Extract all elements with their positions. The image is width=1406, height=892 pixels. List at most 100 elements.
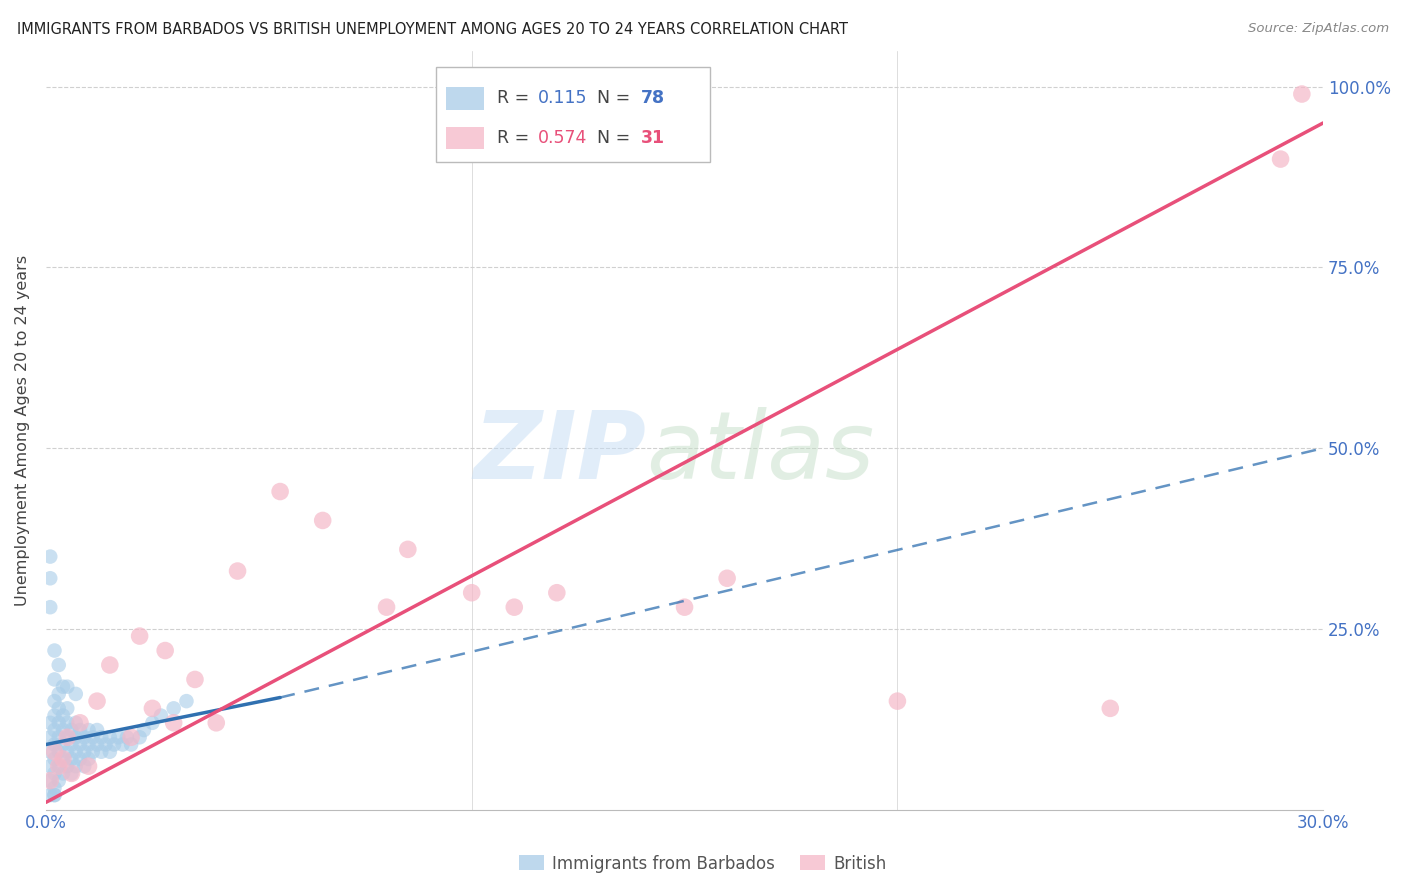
Point [56, 701, 79, 715]
Point [60, 723, 83, 737]
Point [149, 708, 172, 723]
Point [73, 759, 96, 773]
Point [48, 731, 70, 745]
Point [44, 788, 66, 802]
Point [396, 542, 419, 557]
Point [52, 738, 75, 752]
Point [39, 773, 62, 788]
FancyBboxPatch shape [446, 127, 484, 149]
Point [69, 752, 91, 766]
Point [56, 715, 79, 730]
Point [44, 673, 66, 687]
Point [141, 701, 163, 715]
Point [48, 658, 70, 673]
Point [103, 738, 125, 752]
Text: R =: R = [496, 89, 534, 108]
Point [120, 738, 142, 752]
Point [77, 738, 100, 752]
Point [52, 680, 75, 694]
Point [120, 731, 142, 745]
Text: 78: 78 [641, 89, 665, 108]
Point [312, 513, 335, 527]
Point [44, 694, 66, 708]
Point [65, 715, 87, 730]
Point [44, 788, 66, 802]
Point [90, 745, 112, 759]
Point [56, 680, 79, 694]
Point [98, 745, 121, 759]
Point [44, 708, 66, 723]
Point [73, 745, 96, 759]
Point [39, 731, 62, 745]
Point [1291, 87, 1313, 101]
Point [39, 773, 62, 788]
Point [107, 731, 129, 745]
Point [48, 701, 70, 715]
Point [82, 731, 104, 745]
Text: 0.115: 0.115 [537, 89, 588, 108]
Point [52, 752, 75, 766]
Point [98, 731, 121, 745]
Point [503, 600, 526, 615]
Point [56, 731, 79, 745]
Point [60, 738, 83, 752]
Point [69, 715, 91, 730]
Point [65, 687, 87, 701]
Point [44, 643, 66, 657]
Point [56, 745, 79, 759]
Text: 0.574: 0.574 [537, 129, 588, 147]
Point [52, 766, 75, 780]
Point [44, 745, 66, 759]
Point [90, 731, 112, 745]
Point [39, 549, 62, 564]
Point [375, 600, 398, 615]
Point [86, 738, 108, 752]
Point [60, 766, 83, 780]
Text: N =: N = [586, 129, 636, 147]
Point [86, 694, 108, 708]
Point [77, 752, 100, 766]
Point [98, 658, 121, 673]
Text: R =: R = [496, 129, 534, 147]
Point [184, 673, 207, 687]
Point [44, 738, 66, 752]
Y-axis label: Unemployment Among Ages 20 to 24 years: Unemployment Among Ages 20 to 24 years [15, 254, 30, 606]
Point [65, 745, 87, 759]
Point [163, 701, 186, 715]
Point [153, 643, 176, 657]
Point [48, 687, 70, 701]
Point [60, 766, 83, 780]
Point [716, 571, 738, 585]
Point [128, 629, 150, 643]
Point [115, 731, 138, 745]
Point [86, 723, 108, 737]
Point [48, 773, 70, 788]
Point [52, 708, 75, 723]
Point [269, 484, 291, 499]
Text: IMMIGRANTS FROM BARBADOS VS BRITISH UNEMPLOYMENT AMONG AGES 20 TO 24 YEARS CORRE: IMMIGRANTS FROM BARBADOS VS BRITISH UNEM… [17, 22, 848, 37]
Point [886, 694, 908, 708]
Point [65, 731, 87, 745]
Point [48, 745, 70, 759]
Point [52, 723, 75, 737]
Point [69, 738, 91, 752]
Point [77, 723, 100, 737]
Point [128, 731, 150, 745]
Text: atlas: atlas [647, 408, 875, 499]
Point [48, 759, 70, 773]
Point [44, 752, 66, 766]
FancyBboxPatch shape [446, 87, 484, 110]
Point [77, 759, 100, 773]
Point [48, 759, 70, 773]
Point [111, 738, 134, 752]
Point [65, 759, 87, 773]
Point [39, 745, 62, 759]
Point [132, 723, 155, 737]
Point [673, 600, 696, 615]
Text: Source: ZipAtlas.com: Source: ZipAtlas.com [1249, 22, 1389, 36]
Point [460, 585, 482, 599]
Point [1270, 152, 1292, 166]
Point [52, 752, 75, 766]
Point [163, 715, 186, 730]
Point [1099, 701, 1122, 715]
